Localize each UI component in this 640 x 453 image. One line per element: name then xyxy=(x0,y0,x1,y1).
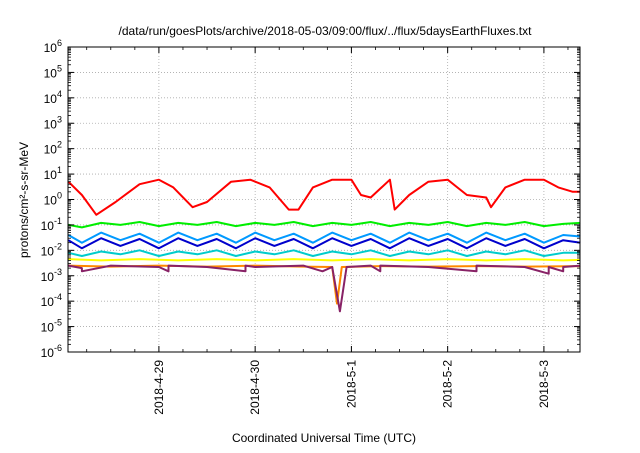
y-tick-label: 102 xyxy=(44,140,62,157)
series-group xyxy=(67,178,581,313)
series-line-2 xyxy=(68,221,581,229)
y-tick-label: 106 xyxy=(44,38,62,55)
x-axis: 2018-4-29 2018-4-30 2018-5-1 2018-5-2 2018-5… xyxy=(86,47,569,415)
y-tick-label: 101 xyxy=(44,165,62,182)
y-tick-label: 10-5 xyxy=(41,318,62,335)
y-axis-label: protons/cm²-s-sr-MeV xyxy=(17,142,31,258)
y-tick-label: 10-2 xyxy=(41,241,62,258)
y-tick-label: 10-6 xyxy=(41,343,62,360)
y-axis: 106 105 104 103 102 101 100 10-1 10-2 10-3 10-4 10-… xyxy=(41,38,580,360)
series-line-8 xyxy=(68,264,581,313)
series-line-1 xyxy=(67,178,581,216)
grid xyxy=(68,47,580,352)
series-line-4 xyxy=(67,237,581,250)
y-tick-label: 104 xyxy=(44,89,62,106)
x-tick-label: 2018-4-30 xyxy=(248,360,262,415)
x-axis-label: Coordinated Universal Time (UTC) xyxy=(232,431,416,445)
y-tick-label: 105 xyxy=(44,63,62,80)
x-tick-label: 2018-4-29 xyxy=(152,360,166,415)
series-line-3 xyxy=(67,231,581,244)
chart-title: /data/run/goesPlots/archive/2018-05-03/0… xyxy=(119,24,533,38)
series-line-6 xyxy=(68,258,581,262)
y-tick-label: 10-3 xyxy=(41,267,62,284)
y-tick-label: 10-1 xyxy=(41,216,62,233)
y-tick-label: 10-4 xyxy=(41,292,62,309)
series-line-5 xyxy=(68,249,581,257)
y-tick-label: 100 xyxy=(44,191,62,208)
x-tick-label: 2018-5-2 xyxy=(441,360,455,408)
x-tick-label: 2018-5-1 xyxy=(344,360,358,408)
y-tick-label: 103 xyxy=(44,114,62,131)
x-tick-label: 2018-5-3 xyxy=(537,360,551,408)
